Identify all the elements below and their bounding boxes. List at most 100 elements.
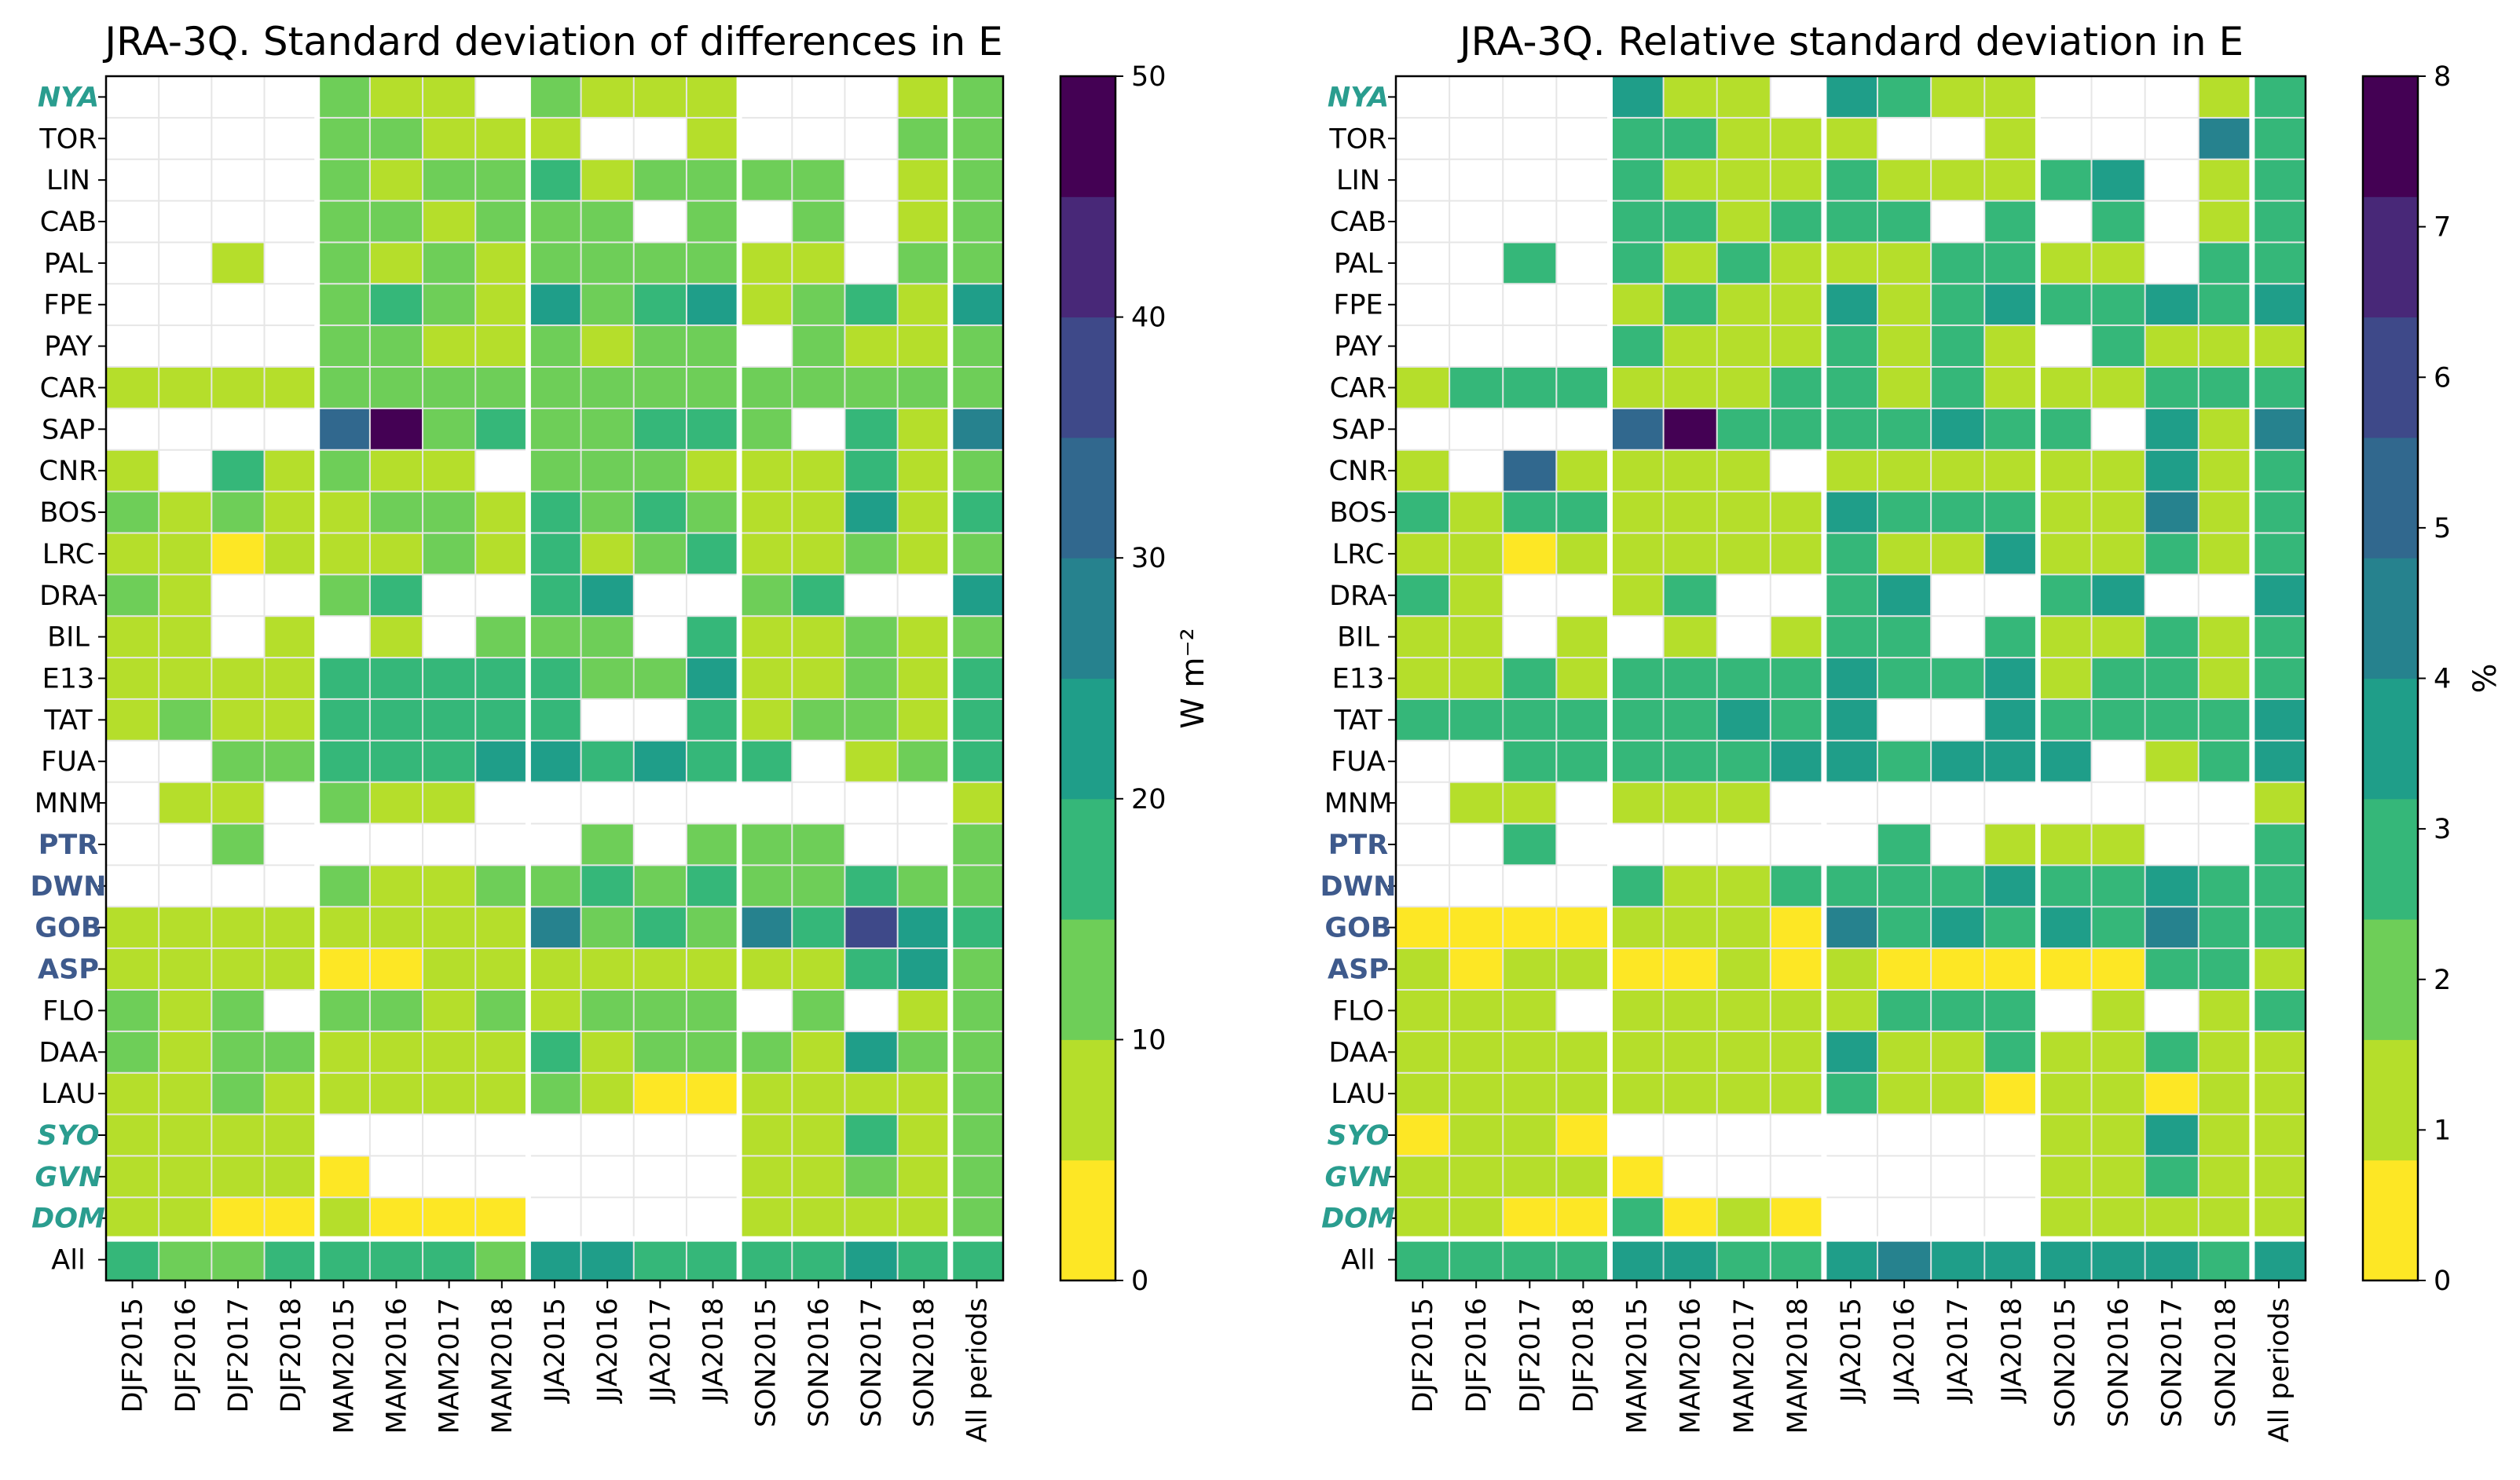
heatmap-cell-FPE-MAM2017 [423,284,476,326]
heatmap-cell-TOR-SON2015 [2038,117,2092,159]
heatmap-cell-FPE-SON2015 [2038,284,2092,326]
heatmap-cell-PAY-MAM2016 [1663,325,1717,368]
heatmap-cell-NYA-DJF2018 [264,76,317,118]
heatmap-cell-PAL-All periods [950,242,1003,284]
heatmap-cell-PAY-MAM2018 [475,325,529,368]
heatmap-cell-MNM-SON2018 [897,782,950,824]
heatmap-cell-MNM-DJF2016 [159,782,212,824]
heatmap-cell-NYA-DJF2018 [1556,76,1610,118]
heatmap-cell-PAL-JJA2015 [1823,242,1878,284]
heatmap-cell-LIN-SON2017 [844,159,898,201]
heatmap-cell-DOM-MAM2018 [475,1197,529,1240]
heatmap-cell-DAA-SON2017 [2145,1031,2199,1073]
heatmap-cell-PAL-DJF2016 [159,242,212,284]
heatmap-cell-BIL-DJF2017 [1503,616,1557,658]
heatmap-cell-CAB-DJF2015 [1396,200,1450,243]
heatmap-cell-PTR-MAM2015 [1610,823,1664,866]
column-label-MAM2016: MAM2016 [381,1298,412,1434]
heatmap-cell-LRC-DJF2017 [211,533,265,575]
heatmap-cell-FLO-SON2016 [2091,989,2145,1031]
heatmap-cell-CAB-MAM2016 [1663,200,1717,243]
heatmap-cell-NYA-JJA2015 [1823,76,1878,118]
heatmap-cell-LIN-MAM2015 [317,159,370,201]
heatmap-cell-GVN-DJF2018 [264,1156,317,1198]
heatmap-cell-DAA-JJA2016 [1877,1031,1932,1073]
heatmap-cell-SAP-DJF2018 [1556,408,1610,450]
heatmap-cell-TOR-SON2017 [2145,117,2199,159]
heatmap-cell-CAR-DJF2018 [264,367,317,408]
colorbar-tick-label: 4 [2434,664,2451,695]
heatmap-cell-PTR-JJA2018 [1984,823,2038,866]
heatmap-cell-TOR-JJA2015 [1823,117,1878,159]
heatmap-cell-LAU-DJF2015 [106,1072,159,1115]
heatmap-cell-GOB-MAM2015 [1610,907,1664,949]
right-heatmap-cells [1396,76,2306,1280]
heatmap-cell-BOS-SON2018 [897,491,950,533]
heatmap-cell-BOS-SON2015 [2038,491,2092,533]
heatmap-cell-FLO-SON2017 [2145,989,2199,1031]
heatmap-cell-PAY-SON2018 [2198,325,2252,368]
heatmap-cell-CNR-SON2015 [2038,449,2092,492]
heatmap-cell-BIL-DJF2018 [1556,616,1610,658]
heatmap-cell-LIN-MAM2018 [475,159,529,201]
heatmap-cell-LIN-JJA2015 [528,159,581,201]
colorbar-tick-label: 8 [2434,61,2451,93]
heatmap-cell-DRA-MAM2018 [475,574,529,617]
heatmap-cell-SAP-DJF2016 [159,408,212,450]
heatmap-cell-ASP-JJA2018 [1984,948,2038,990]
heatmap-cell-NYA-SON2016 [792,76,845,118]
heatmap-cell-DOM-SON2016 [792,1197,845,1240]
heatmap-cell-CAB-JJA2018 [686,200,740,243]
left-heatmap-grid [106,76,1003,1280]
heatmap-cell-LAU-SON2016 [792,1072,845,1115]
heatmap-cell-TAT-DJF2015 [106,698,159,741]
heatmap-cell-LRC-SON2015 [739,533,793,575]
heatmap-cell-CNR-MAM2015 [1610,449,1664,492]
heatmap-cell-SAP-MAM2018 [1770,408,1824,450]
heatmap-cell-All-SON2016 [2091,1239,2145,1280]
heatmap-cell-PAY-JJA2018 [1984,325,2038,368]
heatmap-cell-FLO-MAM2018 [1770,989,1824,1031]
heatmap-cell-DWN-DJF2018 [264,865,317,907]
column-label-DJF2018: DJF2018 [276,1298,307,1412]
column-label-JJA2017: JJA2017 [645,1298,676,1404]
heatmap-cell-DOM-SON2017 [844,1197,898,1240]
heatmap-cell-FLO-MAM2017 [1716,989,1771,1031]
heatmap-cell-SAP-MAM2015 [1610,408,1664,450]
heatmap-cell-PAL-SON2018 [897,242,950,284]
heatmap-cell-PAL-DJF2018 [1556,242,1610,284]
heatmap-cell-PAL-JJA2016 [1877,242,1932,284]
heatmap-cell-LAU-SON2015 [2038,1072,2092,1115]
heatmap-cell-TAT-MAM2018 [1770,698,1824,741]
heatmap-cell-FLO-JJA2018 [1984,989,2038,1031]
heatmap-cell-LIN-MAM2016 [369,159,423,201]
heatmap-cell-GVN-JJA2017 [1931,1156,1985,1198]
heatmap-cell-CNR-SON2016 [792,449,845,492]
heatmap-cell-FPE-All periods [2251,284,2306,326]
heatmap-cell-MNM-DJF2015 [106,782,159,824]
heatmap-cell-FLO-DJF2015 [1396,989,1450,1031]
heatmap-cell-NYA-DJF2017 [1503,76,1557,118]
heatmap-cell-BOS-MAM2016 [369,491,423,533]
heatmap-cell-ASP-DJF2016 [159,948,212,990]
heatmap-cell-CNR-MAM2018 [1770,449,1824,492]
heatmap-cell-DAA-JJA2016 [581,1031,634,1073]
heatmap-cell-ASP-MAM2016 [369,948,423,990]
heatmap-cell-CAR-JJA2018 [686,367,740,408]
heatmap-cell-LRC-All periods [950,533,1003,575]
heatmap-cell-DRA-SON2016 [2091,574,2145,617]
heatmap-cell-TOR-JJA2015 [528,117,581,159]
heatmap-cell-BOS-DJF2016 [159,491,212,533]
heatmap-cell-FUA-SON2015 [2038,740,2092,782]
heatmap-cell-FUA-DJF2018 [1556,740,1610,782]
heatmap-cell-FPE-SON2017 [844,284,898,326]
heatmap-cell-FUA-SON2015 [739,740,793,782]
colorbar-tick-label: 20 [1131,784,1167,815]
heatmap-cell-LIN-DJF2018 [1556,159,1610,201]
heatmap-cell-DAA-MAM2015 [1610,1031,1664,1073]
heatmap-cell-FPE-MAM2018 [475,284,529,326]
heatmap-cell-FLO-JJA2017 [633,989,687,1031]
heatmap-cell-DOM-SON2016 [2091,1197,2145,1240]
row-label-CNR: CNR [1329,456,1388,487]
colorbar-segment [2363,437,2418,559]
